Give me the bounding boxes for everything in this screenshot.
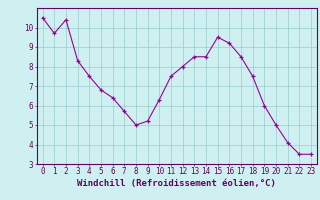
X-axis label: Windchill (Refroidissement éolien,°C): Windchill (Refroidissement éolien,°C): [77, 179, 276, 188]
